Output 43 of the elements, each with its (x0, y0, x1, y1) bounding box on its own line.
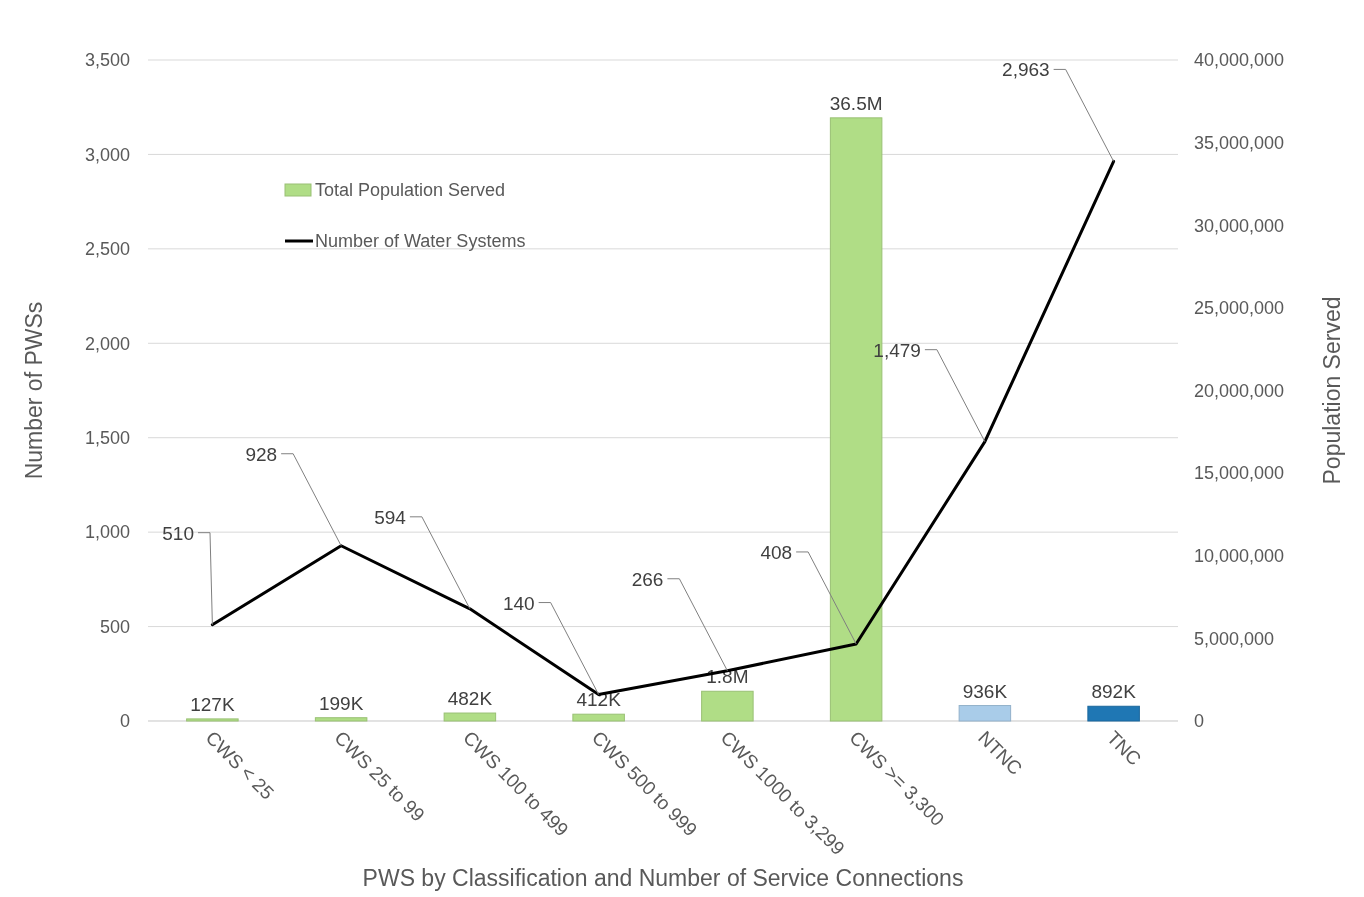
y2-tick-label: 0 (1194, 711, 1205, 732)
legend-label: Total Population Served (315, 180, 506, 201)
data-label: 928 (245, 443, 278, 465)
bar (314, 717, 368, 722)
data-label: 892K (1091, 681, 1137, 703)
bar (1087, 705, 1140, 722)
data-label: 36.5M (829, 92, 883, 114)
y2-tick-label: 40,000,000 (1194, 50, 1285, 71)
y2-tick-label: 30,000,000 (1194, 215, 1285, 236)
y2-tick-label: 5,000,000 (1194, 628, 1275, 649)
y-tick-label: 1,000 (84, 522, 130, 543)
y-tick-label: 1,500 (84, 428, 130, 449)
y2-tick-label: 10,000,000 (1194, 546, 1285, 567)
bar (186, 718, 239, 722)
data-label: 936K (962, 680, 1008, 702)
data-label: 140 (502, 592, 535, 614)
data-label: 408 (760, 541, 793, 563)
y-tick-label: 3,000 (84, 144, 130, 165)
data-label: 482K (447, 688, 493, 710)
y2-tick-label: 35,000,000 (1194, 132, 1285, 153)
bar (443, 712, 497, 722)
y-axis-title: Number of PWSs (21, 301, 47, 480)
data-label: 266 (631, 568, 664, 590)
data-label: 127K (190, 693, 235, 715)
y2-tick-label: 25,000,000 (1194, 298, 1285, 319)
data-label: 510 (162, 522, 194, 544)
y2-axis-title: Population Served (1319, 296, 1345, 485)
bar (958, 705, 1012, 722)
data-label: 412K (576, 689, 622, 711)
y-tick-label: 0 (119, 711, 130, 732)
y2-tick-label: 20,000,000 (1194, 380, 1285, 401)
y-tick-label: 2,000 (84, 333, 130, 354)
data-label: 2,963 (1002, 59, 1050, 81)
legend-label: Number of Water Systems (315, 231, 526, 252)
y-tick-label: 2,500 (84, 239, 130, 260)
bar (701, 690, 754, 722)
x-axis-title: PWS by Classification and Number of Service Connections (362, 865, 964, 891)
y2-tick-label: 15,000,000 (1194, 463, 1285, 484)
bar (572, 713, 625, 722)
data-label: 199K (318, 692, 364, 714)
data-label: 594 (374, 506, 407, 528)
y-tick-label: 3,500 (84, 50, 130, 71)
y-tick-label: 500 (99, 616, 130, 637)
